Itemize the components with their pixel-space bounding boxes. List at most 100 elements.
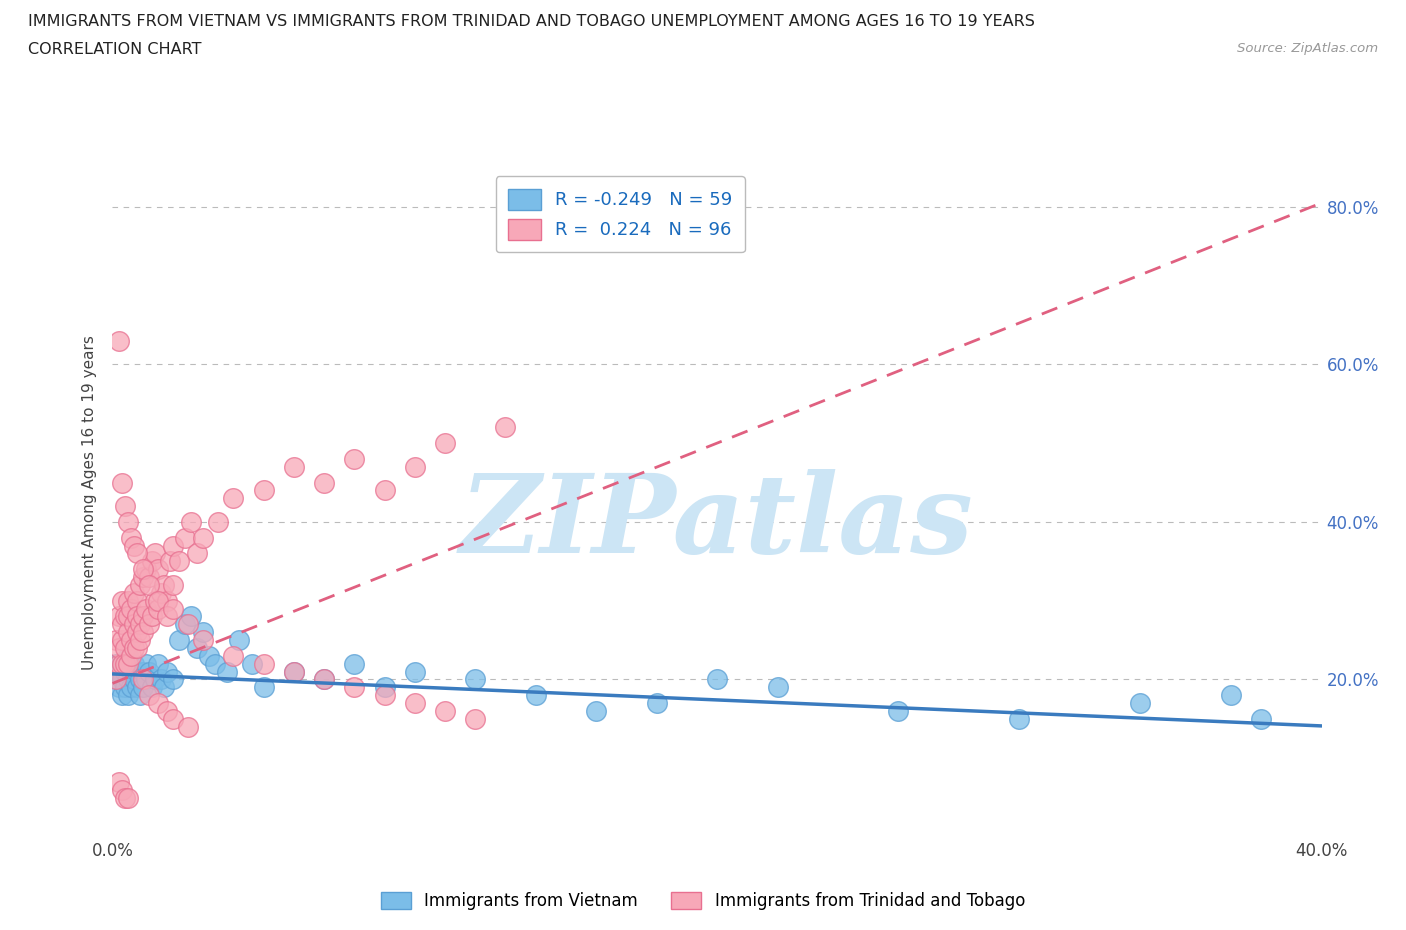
- Point: [314, 475, 336, 490]
- Point: [177, 719, 200, 734]
- Point: [125, 641, 148, 656]
- Point: [114, 790, 136, 805]
- Point: [110, 657, 132, 671]
- Point: [156, 593, 179, 608]
- Point: [117, 648, 139, 663]
- Point: [585, 703, 607, 718]
- Text: ZIPatlas: ZIPatlas: [460, 469, 974, 576]
- Point: [110, 688, 132, 703]
- Point: [177, 617, 200, 631]
- Point: [107, 641, 129, 656]
- Point: [156, 609, 179, 624]
- Point: [114, 498, 136, 513]
- Point: [125, 546, 148, 561]
- Point: [141, 554, 163, 569]
- Legend: R = -0.249   N = 59, R =  0.224   N = 96: R = -0.249 N = 59, R = 0.224 N = 96: [495, 177, 745, 252]
- Point: [180, 514, 202, 529]
- Point: [138, 664, 160, 679]
- Point: [120, 664, 142, 679]
- Point: [141, 680, 163, 695]
- Point: [125, 593, 148, 608]
- Point: [374, 688, 396, 703]
- Point: [128, 672, 150, 687]
- Point: [143, 593, 166, 608]
- Point: [464, 672, 486, 687]
- Point: [141, 609, 163, 624]
- Point: [464, 711, 486, 726]
- Point: [125, 680, 148, 695]
- Point: [114, 641, 136, 656]
- Point: [104, 672, 127, 687]
- Point: [114, 664, 136, 679]
- Point: [146, 593, 169, 608]
- Point: [128, 688, 150, 703]
- Point: [107, 609, 129, 624]
- Point: [117, 514, 139, 529]
- Point: [314, 672, 336, 687]
- Point: [283, 664, 305, 679]
- Point: [222, 648, 245, 663]
- Legend: Immigrants from Vietnam, Immigrants from Trinidad and Tobago: Immigrants from Vietnam, Immigrants from…: [374, 885, 1032, 917]
- Point: [107, 664, 129, 679]
- Point: [120, 530, 142, 545]
- Point: [174, 530, 197, 545]
- Point: [240, 657, 263, 671]
- Point: [404, 459, 426, 474]
- Point: [146, 562, 169, 577]
- Point: [132, 664, 155, 679]
- Point: [132, 625, 155, 640]
- Point: [433, 435, 456, 450]
- Point: [114, 680, 136, 695]
- Point: [174, 617, 197, 631]
- Point: [207, 514, 229, 529]
- Point: [135, 562, 157, 577]
- Point: [645, 696, 668, 711]
- Point: [132, 680, 155, 695]
- Point: [117, 672, 139, 687]
- Point: [314, 672, 336, 687]
- Point: [120, 601, 142, 616]
- Point: [191, 625, 214, 640]
- Point: [104, 657, 127, 671]
- Point: [117, 593, 139, 608]
- Point: [706, 672, 728, 687]
- Point: [186, 546, 208, 561]
- Point: [222, 491, 245, 506]
- Point: [343, 680, 366, 695]
- Point: [191, 632, 214, 647]
- Point: [122, 641, 145, 656]
- Point: [180, 609, 202, 624]
- Point: [135, 657, 157, 671]
- Point: [167, 632, 190, 647]
- Point: [120, 680, 142, 695]
- Point: [374, 483, 396, 498]
- Point: [404, 696, 426, 711]
- Point: [374, 680, 396, 695]
- Point: [167, 554, 190, 569]
- Point: [1250, 711, 1272, 726]
- Point: [143, 546, 166, 561]
- Point: [122, 657, 145, 671]
- Point: [114, 609, 136, 624]
- Point: [117, 688, 139, 703]
- Text: IMMIGRANTS FROM VIETNAM VS IMMIGRANTS FROM TRINIDAD AND TOBAGO UNEMPLOYMENT AMON: IMMIGRANTS FROM VIETNAM VS IMMIGRANTS FR…: [28, 14, 1035, 29]
- Point: [153, 680, 176, 695]
- Point: [117, 609, 139, 624]
- Point: [156, 703, 179, 718]
- Point: [128, 617, 150, 631]
- Point: [138, 617, 160, 631]
- Point: [766, 680, 789, 695]
- Point: [122, 538, 145, 553]
- Point: [283, 664, 305, 679]
- Point: [433, 703, 456, 718]
- Point: [132, 609, 155, 624]
- Point: [120, 632, 142, 647]
- Point: [110, 593, 132, 608]
- Point: [495, 420, 517, 435]
- Point: [125, 664, 148, 679]
- Point: [138, 578, 160, 592]
- Point: [253, 483, 276, 498]
- Point: [887, 703, 910, 718]
- Point: [146, 601, 169, 616]
- Point: [253, 680, 276, 695]
